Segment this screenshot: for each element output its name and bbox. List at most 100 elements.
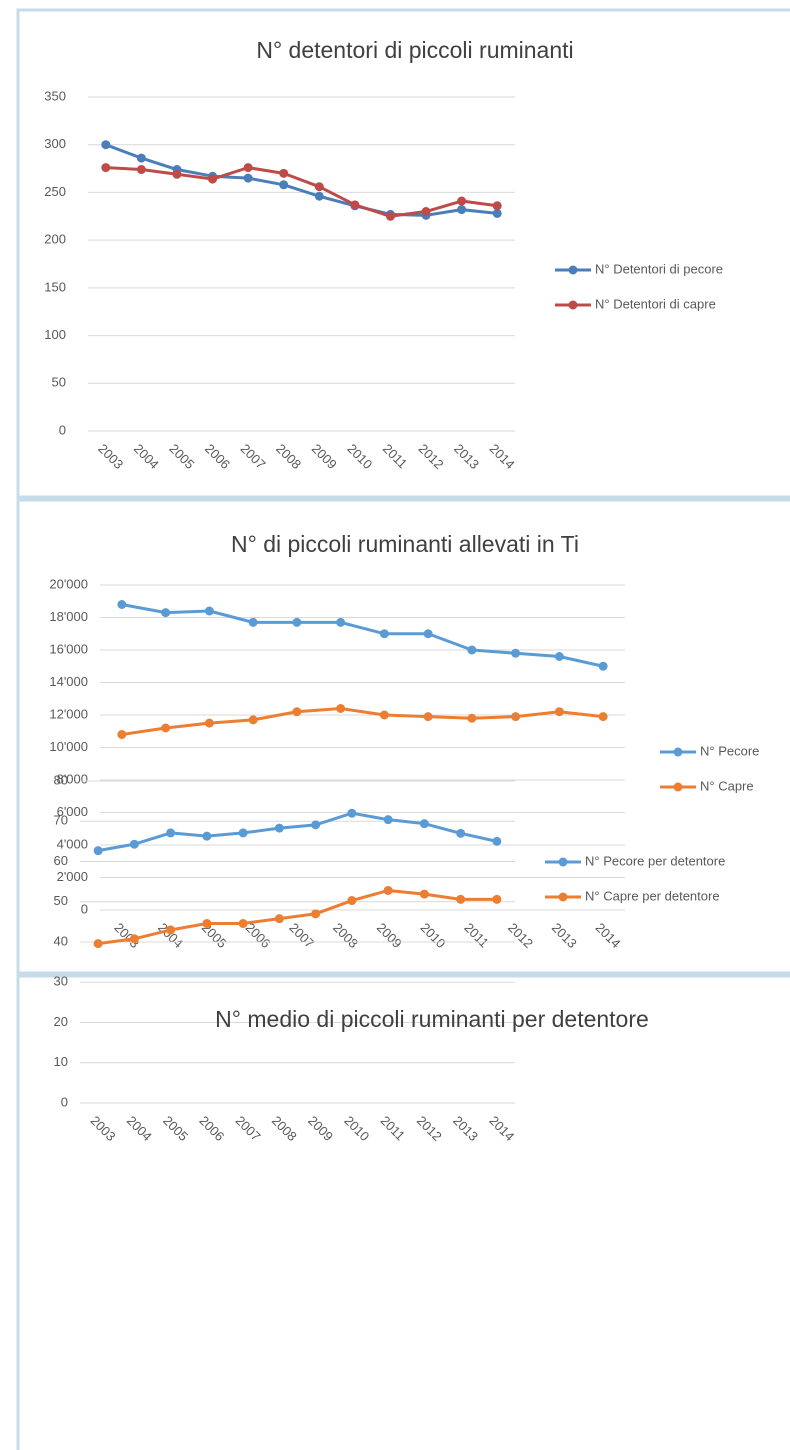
data-point [554,707,564,717]
series-line [121,707,604,736]
data-point [238,828,248,838]
y-tick-label: 10 [54,1054,68,1069]
data-point [238,918,248,928]
legend-marker [558,857,568,867]
panel [16,498,790,975]
series-line [105,166,498,218]
data-point [336,704,346,713]
data-point [274,914,284,924]
data-point [311,909,321,919]
data-point [379,710,389,720]
data-point [292,707,302,717]
data-point [311,820,321,830]
data-point [172,169,182,179]
legend-marker [558,892,568,902]
data-point [161,608,171,618]
data-point [136,153,146,163]
data-point [166,925,176,935]
chart-title: N° di piccoli ruminanti allevati in Ti [231,531,579,557]
y-tick-label: 18'000 [49,609,88,624]
legend-marker [568,300,578,310]
legend-marker [673,747,683,757]
panel [16,8,790,499]
data-point [385,211,395,221]
data-point [161,723,171,733]
data-point [347,808,357,818]
data-point [511,712,521,722]
data-point [456,894,466,904]
data-point [492,201,502,211]
data-point [279,168,289,178]
data-point [204,718,214,728]
y-tick-label: 150 [44,279,66,294]
data-point [243,163,253,173]
data-point [248,715,258,725]
y-tick-label: 14'000 [49,674,88,689]
y-tick-label: 20'000 [49,576,88,591]
data-point [457,196,467,206]
data-point [292,617,302,627]
y-tick-label: 10'000 [49,739,88,754]
data-point [117,730,127,739]
data-point [117,600,127,609]
data-point [467,645,477,655]
data-point [383,885,393,895]
data-point [467,713,477,723]
legend-marker [673,782,683,792]
y-tick-label: 250 [44,184,66,199]
y-tick-label: 0 [81,901,88,916]
legend-marker [568,265,578,275]
data-point [243,173,253,183]
y-tick-label: 12'000 [49,706,88,721]
y-tick-label: 30 [54,974,68,989]
data-point [101,140,111,150]
y-tick-label: 40 [54,933,68,948]
y-tick-label: 20 [54,1014,68,1029]
data-point [598,712,608,722]
y-tick-label: 200 [44,232,66,247]
data-point [129,839,139,849]
y-tick-label: 350 [44,88,66,103]
data-point [350,200,360,210]
y-tick-label: 60 [54,853,68,868]
data-point [166,828,176,838]
data-point [314,191,324,201]
data-point [492,208,502,218]
data-point [492,836,502,846]
data-point [136,165,146,175]
data-point [492,894,502,904]
data-point [93,846,103,856]
data-point [274,823,284,833]
data-point [336,617,346,627]
y-tick-label: 80 [54,772,68,787]
y-tick-label: 6'000 [57,804,88,819]
legend-label: N° Pecore per detentore [585,853,725,868]
y-tick-label: 16'000 [49,641,88,656]
data-point [421,207,431,217]
data-point [598,661,608,671]
data-point [129,934,139,944]
y-tick-label: 4'000 [57,836,88,851]
data-point [554,652,564,661]
series-line [97,811,498,853]
data-point [423,629,433,639]
data-point [248,617,258,627]
series-line [121,603,604,668]
data-point [457,205,467,215]
y-tick-label: 50 [52,375,66,390]
data-point [511,648,521,658]
series-line [105,143,498,217]
data-point [419,819,429,829]
legend-label: N° Pecore [700,743,759,758]
data-point [204,606,214,616]
y-tick-label: 2'000 [57,869,88,884]
series-line [97,888,497,946]
data-point [456,828,466,838]
chart-title: N° medio di piccoli ruminanti per detent… [215,1006,649,1032]
y-tick-label: 0 [59,422,66,437]
legend-label: N° Detentori di capre [595,296,716,311]
data-point [101,163,111,173]
legend-label: N° Capre per detentore [585,888,720,903]
